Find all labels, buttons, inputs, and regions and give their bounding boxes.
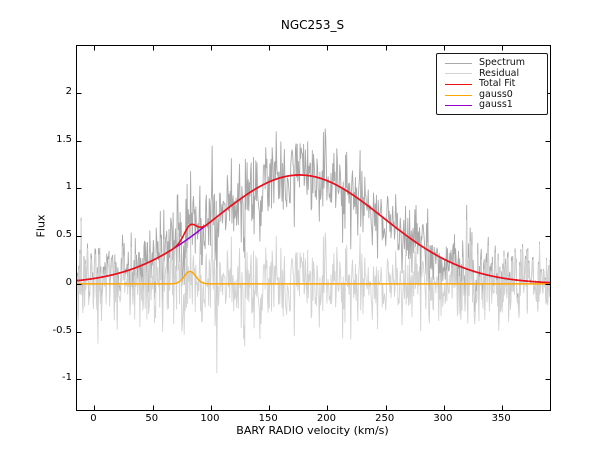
x-tick-label: 0 <box>90 413 97 424</box>
legend-entry-gauss0: gauss0 <box>445 88 541 101</box>
y-tick-label: 1 <box>65 181 72 193</box>
y-tick-label: -0.5 <box>52 324 72 336</box>
legend-entry-total-fit: Total Fit <box>445 79 541 90</box>
y-tick-label: 0 <box>65 276 72 288</box>
y-tick-label: 1.5 <box>56 133 72 145</box>
legend-label: Residual <box>479 67 520 79</box>
x-tick-label: 200 <box>316 413 337 424</box>
x-tick-label: 100 <box>200 413 220 424</box>
legend-entry-spectrum: Spectrum <box>445 58 541 69</box>
legend-line-swatch <box>445 62 472 64</box>
x-tick-label: 300 <box>433 413 453 424</box>
legend-line-swatch <box>445 83 472 85</box>
x-tick-label: 250 <box>375 413 395 424</box>
legend-line-swatch <box>445 94 472 96</box>
legend-label: Spectrum <box>479 57 526 69</box>
legend-label: Total Fit <box>479 78 516 90</box>
y-tick-label: -1 <box>62 372 72 384</box>
legend-line-swatch <box>445 73 472 75</box>
plot-title: NGC253_S <box>280 18 345 32</box>
legend-entry-gauss1: gauss1 <box>445 100 541 111</box>
legend: Spectrum Residual Total Fit gauss0 gauss1 <box>436 53 548 115</box>
legend-entry-residual: Residual <box>445 67 541 80</box>
x-tick-label: 150 <box>258 413 278 424</box>
y-tick-label: 2 <box>65 85 72 97</box>
legend-label: gauss0 <box>479 88 513 100</box>
x-tick-label: 350 <box>491 413 511 424</box>
x-axis-label: BARY RADIO velocity (km/s) <box>236 424 389 437</box>
legend-label: gauss1 <box>479 99 513 111</box>
x-tick-label: 50 <box>145 413 159 424</box>
legend-line-swatch <box>445 105 472 107</box>
plot-area: Spectrum Residual Total Fit gauss0 gauss1 <box>76 45 551 411</box>
y-tick-label: 0.5 <box>56 229 72 241</box>
